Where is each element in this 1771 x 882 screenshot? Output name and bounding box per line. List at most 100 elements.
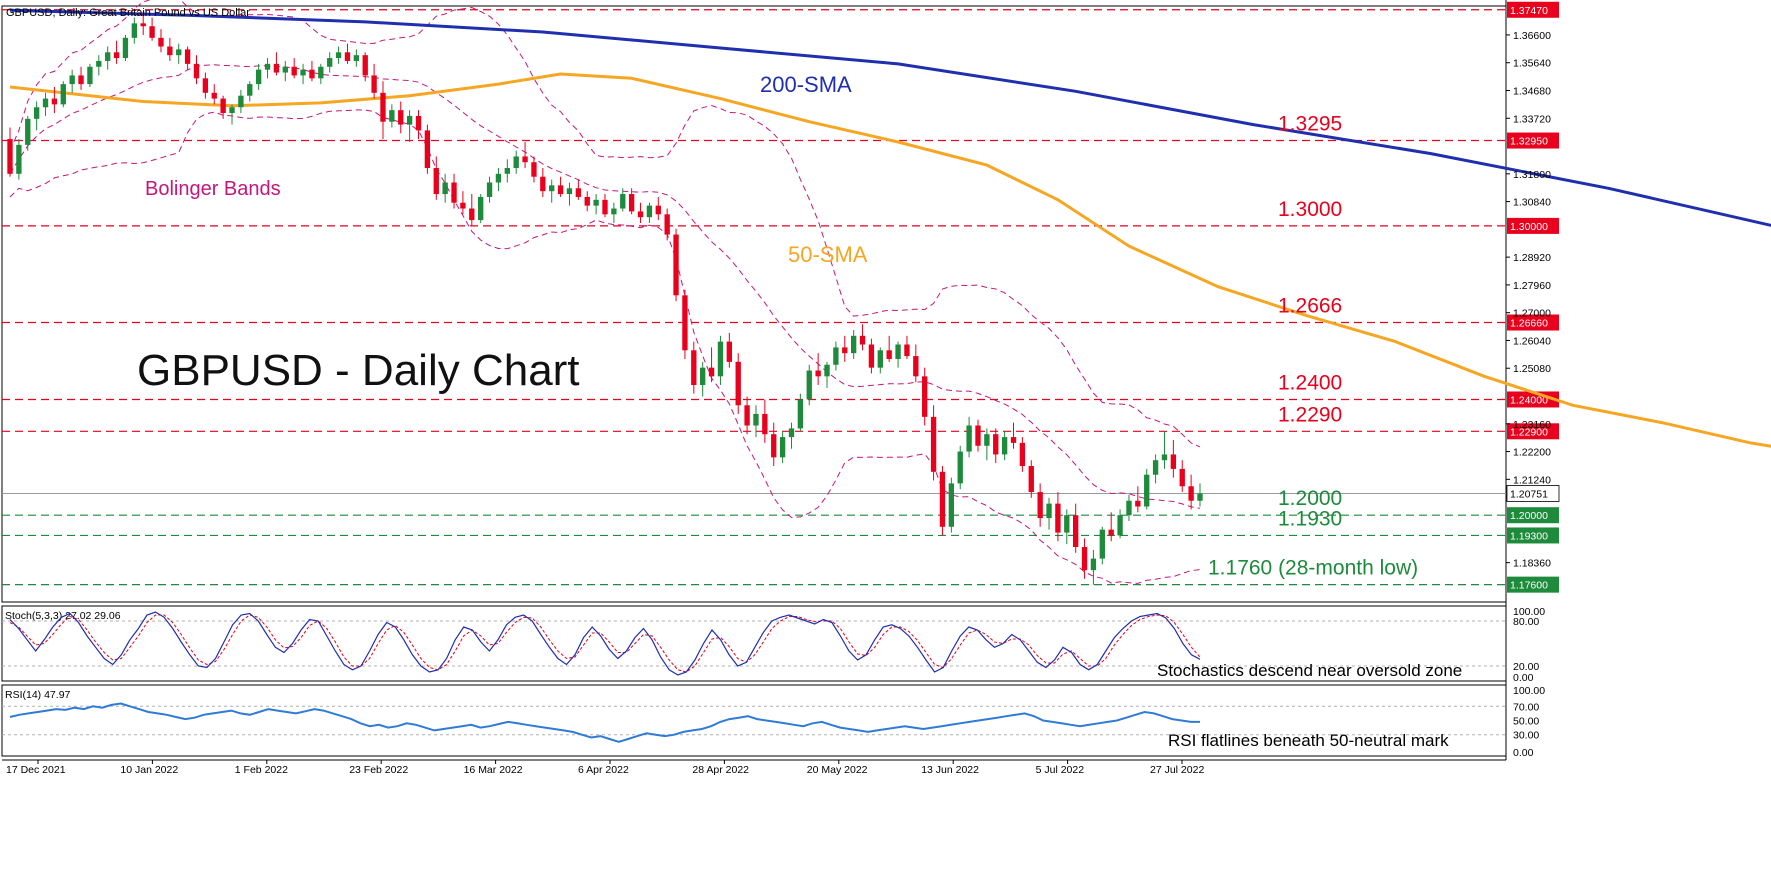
candle-body (1197, 493, 1203, 501)
rsi-tick-3: 30.00 (1513, 730, 1539, 742)
candle (833, 341, 839, 371)
candle (975, 419, 981, 452)
candle-body (327, 58, 333, 67)
candle-body (930, 416, 937, 472)
level-tag-bg-8 (1507, 576, 1559, 593)
candle (1179, 460, 1185, 493)
candle (122, 34, 129, 61)
candle-body (957, 451, 963, 484)
level-tag-8: 1.17600 (1510, 580, 1548, 592)
level-label-3: 1.2666 (1278, 295, 1342, 318)
current-price-tag: 1.20751 (1510, 488, 1548, 500)
candle-body (1170, 454, 1177, 469)
candle (273, 52, 280, 76)
candle-body (300, 69, 306, 76)
current-price-tag-bg (1506, 485, 1560, 502)
candle-body (122, 37, 129, 59)
candle-body (522, 156, 528, 163)
level-tag-3: 1.26660 (1510, 318, 1548, 330)
candle (806, 364, 812, 406)
candle (495, 168, 502, 192)
date-label-9: 5 Jul 2022 (1036, 764, 1085, 776)
candle (25, 115, 31, 151)
candle-body (78, 75, 84, 85)
level-label-6: 1.2000 (1278, 487, 1342, 510)
candle (1046, 497, 1052, 530)
candle-body (442, 182, 448, 195)
price-tick-label-17: 1.22200 (1513, 447, 1551, 459)
level-label-1: 1.3295 (1278, 113, 1342, 136)
candle (1188, 474, 1194, 510)
candle-body (913, 356, 919, 377)
candle-body (389, 110, 395, 122)
candle-body (380, 92, 386, 122)
candle-body (495, 173, 502, 183)
candle (566, 182, 573, 206)
candle-body (158, 37, 164, 47)
candle-body (105, 52, 111, 61)
level-tag-bg-1 (1507, 132, 1559, 149)
candle-body (788, 428, 795, 438)
candle (930, 405, 937, 481)
candle-body (735, 361, 741, 406)
candle (939, 466, 946, 536)
level-tag-bg-0 (1507, 1, 1559, 18)
level-tag-1: 1.32950 (1510, 136, 1548, 148)
candle-body (406, 115, 413, 125)
candle-body (682, 295, 688, 351)
candle (522, 141, 528, 169)
rsi-tick-4: 0.00 (1513, 747, 1534, 759)
candle-body (815, 370, 821, 377)
candle-body (113, 52, 120, 59)
candle-body (584, 196, 590, 206)
candle (353, 49, 360, 67)
candle (1073, 503, 1079, 553)
candle-body (566, 188, 573, 195)
candle (531, 156, 537, 183)
candle (7, 127, 13, 177)
candle (380, 81, 386, 140)
candle-body (1037, 492, 1043, 519)
stoch-annotation: Stochastics descend near oversold zone (1157, 661, 1462, 680)
date-label-1: 10 Jan 2022 (120, 764, 178, 776)
level-label-0: 1.3747 (1278, 0, 1342, 5)
candle (1108, 512, 1114, 542)
candle-body (460, 202, 466, 209)
candle (415, 110, 422, 140)
level-label-5: 1.2290 (1278, 403, 1342, 426)
candle (282, 60, 288, 82)
candle (628, 188, 635, 215)
candle-body (664, 214, 670, 235)
price-tick-label-22: 1.18360 (1513, 558, 1551, 570)
price-tick-label-9: 1.27960 (1513, 280, 1551, 292)
candle-body (16, 144, 22, 174)
candle-body (202, 78, 209, 93)
stoch-tick-0: 100.00 (1513, 606, 1545, 618)
price-tick-label-3: 1.33720 (1513, 113, 1551, 125)
candle-body (549, 185, 555, 192)
candle (717, 335, 724, 386)
candle (371, 63, 377, 99)
rsi-tick-1: 70.00 (1513, 701, 1539, 713)
candle-body (1090, 558, 1097, 571)
candle-body (1001, 437, 1008, 455)
candle-body (966, 425, 972, 452)
candle (1090, 549, 1097, 585)
candle-body (904, 344, 910, 357)
stoch-tick-3: 0.00 (1513, 672, 1534, 684)
candle (42, 92, 49, 116)
candle-body (220, 98, 226, 114)
candle (708, 347, 715, 383)
candle (1064, 509, 1070, 545)
candle-body (344, 52, 351, 61)
candle-body (673, 234, 679, 296)
candle (575, 179, 582, 200)
candle-body (486, 182, 493, 197)
candle-body (859, 335, 866, 345)
candle-body (1081, 547, 1088, 571)
candle-body (877, 350, 883, 368)
candle (60, 81, 66, 108)
candle-body (433, 168, 439, 195)
date-label-5: 6 Apr 2022 (578, 764, 629, 776)
